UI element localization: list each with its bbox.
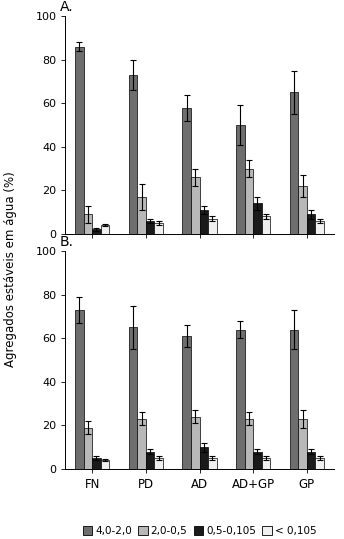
Text: B.: B. xyxy=(60,235,74,249)
Bar xyxy=(307,214,315,234)
Bar xyxy=(245,169,253,234)
Bar xyxy=(84,214,92,234)
Bar xyxy=(101,460,109,469)
Bar xyxy=(208,458,217,469)
Bar xyxy=(236,125,245,234)
Bar xyxy=(253,452,262,469)
Bar xyxy=(208,219,217,234)
Bar xyxy=(101,225,109,234)
Bar xyxy=(75,47,84,234)
Bar xyxy=(154,458,163,469)
Bar xyxy=(236,330,245,469)
Bar xyxy=(92,458,101,469)
Bar xyxy=(298,186,307,234)
Bar xyxy=(182,336,191,469)
Bar xyxy=(191,417,200,469)
Bar xyxy=(315,221,324,234)
Bar xyxy=(262,458,270,469)
Bar xyxy=(129,327,137,469)
Bar xyxy=(298,419,307,469)
Legend: 4,0-2,0, 2,0-0,5, 0,5-0,105, < 0,105: 4,0-2,0, 2,0-0,5, 0,5-0,105, < 0,105 xyxy=(78,522,321,539)
Bar xyxy=(146,221,154,234)
Text: Agregados estáveis em água (%): Agregados estáveis em água (%) xyxy=(4,171,17,368)
Bar xyxy=(154,223,163,234)
Bar xyxy=(290,330,298,469)
Bar xyxy=(75,310,84,469)
Bar xyxy=(315,458,324,469)
Bar xyxy=(200,447,208,469)
Bar xyxy=(84,427,92,469)
Bar xyxy=(191,177,200,234)
Bar xyxy=(245,419,253,469)
Bar xyxy=(92,230,101,234)
Bar xyxy=(137,419,146,469)
Bar xyxy=(200,210,208,234)
Bar xyxy=(137,197,146,234)
Bar xyxy=(129,75,137,234)
Bar xyxy=(182,108,191,234)
Bar xyxy=(290,92,298,234)
Bar xyxy=(253,203,262,234)
Text: A.: A. xyxy=(60,0,74,14)
Bar xyxy=(146,452,154,469)
Bar xyxy=(262,217,270,234)
Bar xyxy=(307,452,315,469)
